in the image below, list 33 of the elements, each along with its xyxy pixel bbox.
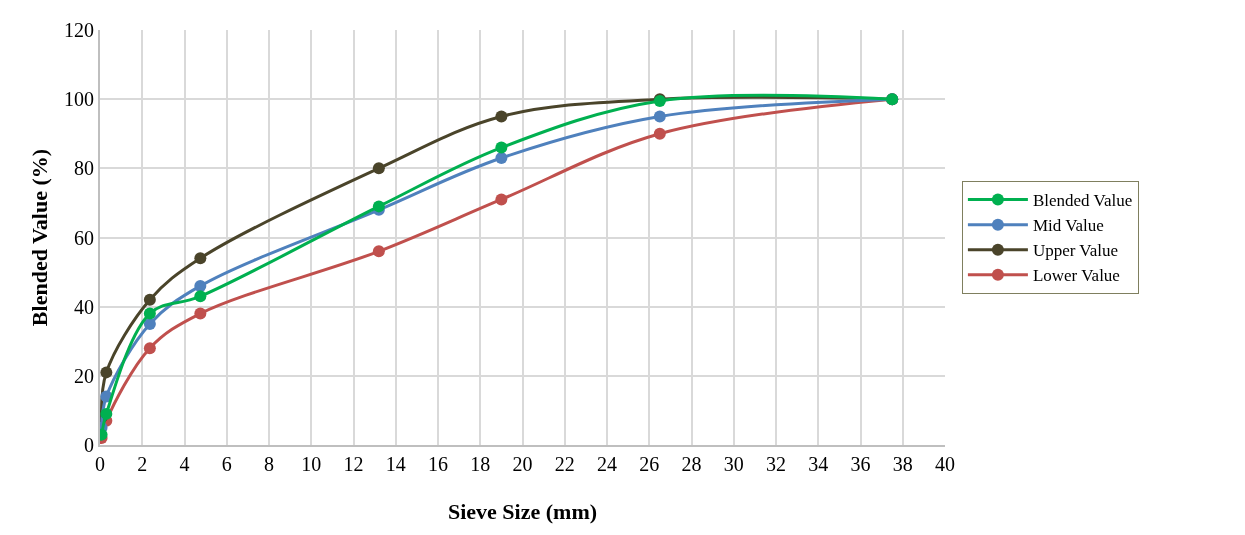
x-tick-label: 24 [597, 453, 617, 475]
y-tick-label: 80 [74, 157, 94, 180]
y-axis-title: Blended Value (%) [27, 148, 53, 327]
legend-label: Lower Value [1032, 266, 1120, 286]
x-tick-label: 20 [512, 453, 533, 475]
y-tick-label: 0 [84, 434, 94, 456]
legend-label: Blended Value [1032, 191, 1133, 211]
y-tick-label: 20 [74, 364, 94, 387]
x-axis-title: Sieve Size (mm) [447, 499, 598, 525]
x-tick-label: 28 [681, 453, 702, 475]
legend-label: Upper Value [1032, 241, 1119, 261]
x-tick-label: 14 [385, 453, 406, 475]
y-tick-label: 40 [74, 295, 94, 318]
y-tick-label: 100 [64, 88, 94, 111]
x-tick-label: 30 [723, 453, 744, 475]
x-tick-label: 32 [766, 453, 786, 475]
x-tick-label: 8 [264, 453, 274, 475]
x-tick-label: 2 [137, 453, 148, 475]
x-tick-label: 26 [639, 453, 660, 475]
x-tick-label: 36 [850, 453, 871, 475]
x-tick-label: 22 [554, 453, 575, 475]
y-tick-label: 120 [64, 19, 94, 41]
x-tick-label: 40 [935, 453, 955, 475]
x-tick-label: 6 [221, 453, 232, 475]
x-tick-label: 16 [428, 453, 448, 475]
legend-label: Mid Value [1032, 216, 1104, 236]
x-tick-label: 4 [179, 453, 190, 475]
x-tick-label: 38 [892, 453, 913, 475]
x-tick-label: 18 [470, 453, 491, 475]
x-tick-label: 12 [343, 453, 364, 475]
x-tick-label: 10 [301, 453, 322, 475]
x-tick-label: 34 [808, 453, 829, 475]
y-tick-label: 60 [74, 226, 94, 249]
